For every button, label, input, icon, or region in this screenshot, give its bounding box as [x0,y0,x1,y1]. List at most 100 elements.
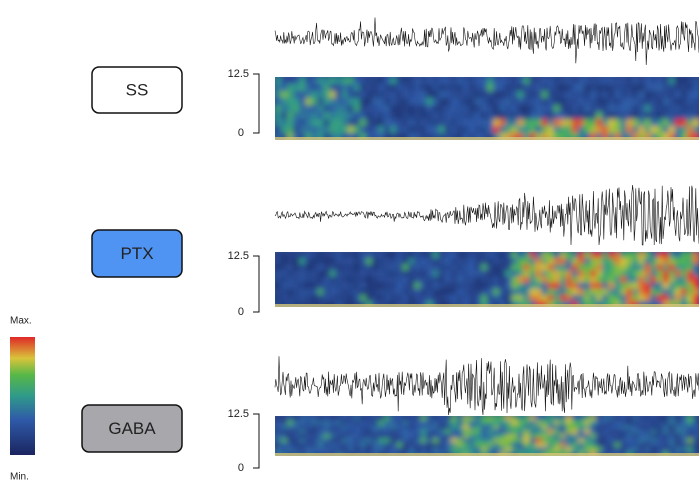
spectrogram-cell [481,126,488,134]
spectrogram-cell [451,98,458,106]
spectrogram-cell [360,420,367,425]
spectrogram-cell [336,425,343,430]
spectrogram-cell [499,112,506,120]
spectrogram-cell [511,252,518,259]
spectrogram-cell [493,438,500,443]
spectrogram-cell [354,258,361,265]
spectrogram-cell [457,283,464,290]
spectrogram-cell [275,416,282,421]
spectrogram-cell [505,119,512,127]
spectrogram-cell [396,420,403,425]
spectrogram-cell [390,98,397,106]
spectrogram-cell [336,91,343,99]
spectrogram-cell [366,434,373,439]
spectrogram-cell [529,258,536,265]
spectrogram-cell [505,276,512,283]
spectrogram-cell [360,283,367,290]
spectrogram-cell [638,252,645,259]
spectrogram-cell [293,295,300,302]
spectrogram-cell [463,289,470,296]
spectrogram-cell [378,289,385,296]
spectrogram-cell [608,252,615,259]
spectrogram-cell [657,264,664,271]
condition-label: GABA [108,419,156,438]
spectrogram-cell [523,264,530,271]
spectrogram-cell [560,447,567,452]
spectrogram-cell [366,295,373,302]
spectrogram-cell [445,438,452,443]
spectrogram-cell [336,276,343,283]
spectrogram-cell [542,443,549,448]
spectrogram-cell [578,112,585,120]
spectrogram-cell [572,429,579,434]
spectrogram-cell [348,438,355,443]
spectrogram-cell [517,425,524,430]
spectrogram-cell [693,276,699,283]
spectrogram-cell [439,429,446,434]
spectrogram-cell [378,283,385,290]
spectrogram-cell [402,283,409,290]
spectrogram-cell [560,429,567,434]
spectrogram-cell [287,438,294,443]
spectrogram-cell [596,447,603,452]
spectrogram-cell [451,276,458,283]
spectrogram-cell [354,270,361,277]
spectrogram-cell [542,258,549,265]
spectrogram-cell [663,77,670,85]
spectrogram-cell [590,126,597,134]
spectrogram-cell [505,126,512,134]
spectrogram-cell [657,84,664,92]
spectrogram-cell [566,105,573,113]
spectrogram-cell [378,252,385,259]
spectrogram-cell [311,425,318,430]
spectrogram-cell [481,119,488,127]
spectrogram-cells [270,247,699,312]
spectrogram-cell [487,289,494,296]
spectrogram-cell [487,429,494,434]
spectrogram-cell [463,276,470,283]
spectrogram-cell [457,438,464,443]
spectrogram-cell [414,77,421,85]
spectrogram-cell [693,283,699,290]
spectrogram-cell [584,105,591,113]
spectrogram-cell [323,283,330,290]
spectrogram-cell [348,447,355,452]
spectrogram-cell [293,77,300,85]
spectrogram-cell [638,105,645,113]
spectrogram-cell [529,429,536,434]
spectrogram-cell [475,438,482,443]
spectrogram-cell [493,429,500,434]
spectrogram-cell [281,416,288,421]
spectrogram-cell [663,420,670,425]
spectrogram-cell [499,270,506,277]
spectrogram-cell [602,289,609,296]
spectrogram-cell [481,91,488,99]
spectrogram-cell [663,119,670,127]
spectrogram-cell [644,438,651,443]
colorbar-min-label: Min. [10,472,29,482]
spectrogram-cell [632,295,639,302]
spectrogram-cell [554,416,561,421]
spectrogram-cell [336,264,343,271]
spectrogram-cell [481,443,488,448]
spectrogram-cell [372,264,379,271]
spectrogram-cell [487,447,494,452]
spectrogram-cell [681,429,688,434]
spectrogram-cell [372,443,379,448]
spectrogram-cell [348,420,355,425]
spectrogram-cell [366,289,373,296]
spectrogram-cell [499,295,506,302]
spectrogram-cell [475,443,482,448]
spectrogram-cell [663,270,670,277]
spectrogram-cell [311,429,318,434]
spectrogram [270,411,699,461]
spectrogram-cell [348,276,355,283]
spectrogram-cell [439,276,446,283]
spectrogram-cell [638,98,645,106]
spectrogram-cell [463,438,470,443]
spectrogram-cell [578,126,585,134]
spectrogram-cell [517,270,524,277]
spectrogram-cell [578,420,585,425]
spectrogram-cell [499,126,506,134]
spectrogram-cell [523,112,530,120]
